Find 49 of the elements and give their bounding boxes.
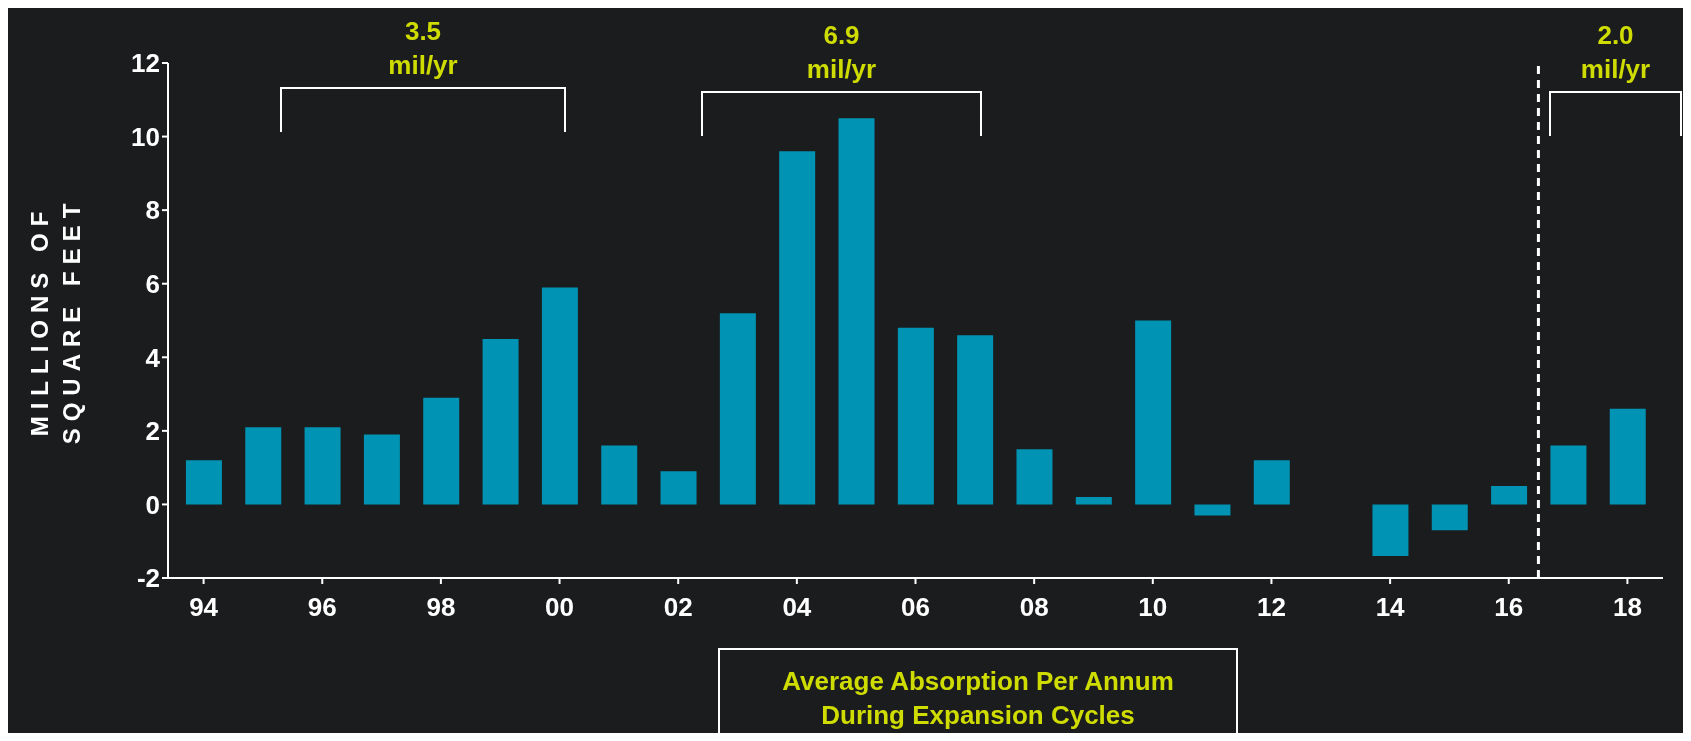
y-tick-label: -2 xyxy=(136,563,160,594)
x-tick-label: 08 xyxy=(1019,592,1049,623)
bar xyxy=(601,445,638,505)
x-tick-label: 10 xyxy=(1138,592,1168,623)
y-tick-label: 6 xyxy=(145,268,160,299)
y-tick-label: 12 xyxy=(131,48,160,79)
bar xyxy=(1253,460,1290,505)
bar xyxy=(1550,445,1587,505)
bar xyxy=(1194,504,1231,516)
y-tick-label: 10 xyxy=(131,121,160,152)
bar xyxy=(838,118,875,505)
y-tick-label: 2 xyxy=(145,416,160,447)
bar xyxy=(1135,320,1172,505)
bar xyxy=(304,427,341,505)
bar xyxy=(719,313,756,505)
bar xyxy=(1431,504,1468,531)
bar xyxy=(660,471,697,505)
bar xyxy=(482,338,519,505)
bar xyxy=(897,327,934,505)
bar xyxy=(363,434,400,505)
annotation: 2.0 mil/yr xyxy=(1580,20,1651,84)
x-tick-label: 14 xyxy=(1375,592,1406,623)
x-tick-label: 16 xyxy=(1494,592,1524,623)
bar xyxy=(1016,449,1053,505)
bar xyxy=(185,460,222,505)
bar xyxy=(779,151,816,505)
bar xyxy=(1609,408,1646,505)
y-tick-label: 4 xyxy=(145,342,161,373)
bar xyxy=(541,287,578,505)
x-tick-label: 96 xyxy=(307,592,337,623)
annotation: 3.5 mil/yr xyxy=(388,16,458,80)
y-axis-title: MILLIONS OF SQUARE FEET xyxy=(26,196,85,445)
bar xyxy=(957,335,994,505)
y-tick-label: 0 xyxy=(145,489,160,520)
x-tick-label: 00 xyxy=(545,592,575,623)
x-tick-label: 94 xyxy=(189,592,219,623)
bar xyxy=(1491,486,1528,505)
x-tick-label: 18 xyxy=(1612,592,1642,623)
bar xyxy=(1372,504,1409,556)
bar xyxy=(423,397,460,505)
x-tick-label: 04 xyxy=(782,592,812,623)
x-tick-label: 98 xyxy=(426,592,456,623)
bar xyxy=(1075,497,1112,505)
x-tick-label: 02 xyxy=(663,592,693,623)
annotation: 6.9 mil/yr xyxy=(806,20,877,84)
y-tick-label: 8 xyxy=(145,195,160,226)
x-tick-label: 06 xyxy=(901,592,930,623)
bar xyxy=(245,427,282,505)
x-tick-label: 12 xyxy=(1256,592,1286,623)
